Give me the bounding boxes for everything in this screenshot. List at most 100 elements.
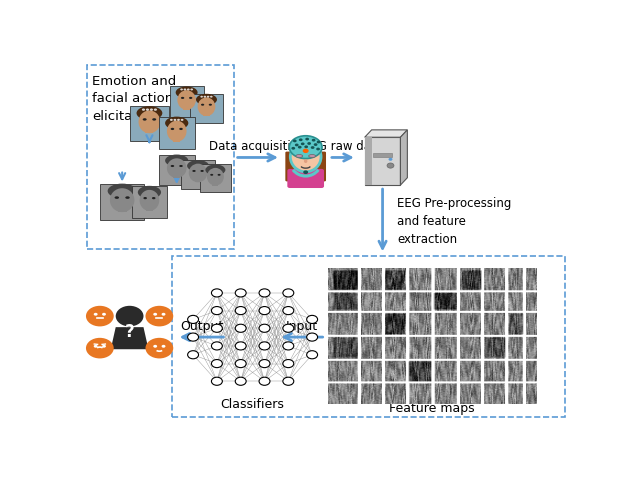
Circle shape (303, 149, 308, 153)
Circle shape (236, 324, 246, 332)
Ellipse shape (125, 196, 130, 199)
Circle shape (259, 324, 270, 332)
Ellipse shape (175, 87, 198, 98)
Ellipse shape (218, 174, 221, 176)
Bar (173, 173, 180, 178)
Ellipse shape (205, 164, 225, 175)
Circle shape (293, 140, 297, 142)
Ellipse shape (296, 154, 303, 157)
Circle shape (211, 289, 222, 297)
Circle shape (207, 96, 209, 98)
Circle shape (236, 359, 246, 368)
Circle shape (259, 342, 270, 350)
Bar (365, 137, 401, 185)
Ellipse shape (189, 97, 193, 99)
Bar (365, 137, 372, 185)
Circle shape (200, 96, 203, 98)
Bar (159, 117, 195, 149)
Ellipse shape (304, 159, 307, 163)
Circle shape (86, 306, 114, 326)
Text: Feature maps: Feature maps (389, 402, 475, 415)
Circle shape (307, 333, 317, 341)
Circle shape (153, 313, 157, 315)
Circle shape (295, 143, 299, 146)
Ellipse shape (171, 128, 174, 130)
Ellipse shape (179, 165, 183, 167)
Circle shape (387, 163, 394, 168)
Ellipse shape (167, 120, 186, 141)
Circle shape (259, 306, 270, 315)
Circle shape (210, 96, 212, 98)
Ellipse shape (189, 163, 207, 182)
Circle shape (236, 306, 246, 315)
Circle shape (307, 315, 317, 324)
Ellipse shape (171, 165, 174, 167)
Circle shape (317, 141, 321, 143)
Text: EEG Pre-processing
and feature
extraction: EEG Pre-processing and feature extractio… (397, 196, 512, 246)
Polygon shape (111, 327, 148, 349)
Circle shape (388, 158, 392, 161)
Circle shape (180, 88, 183, 90)
Circle shape (316, 148, 320, 151)
Circle shape (211, 324, 222, 332)
Bar (173, 136, 180, 142)
Ellipse shape (192, 170, 196, 172)
Bar (183, 105, 190, 110)
Circle shape (259, 377, 270, 385)
Circle shape (291, 147, 295, 150)
Circle shape (211, 342, 222, 350)
Circle shape (173, 119, 177, 121)
Circle shape (283, 342, 294, 350)
Ellipse shape (291, 141, 321, 172)
Circle shape (283, 324, 294, 332)
Bar (170, 87, 204, 117)
Circle shape (184, 88, 186, 90)
Ellipse shape (115, 196, 119, 199)
Ellipse shape (108, 184, 137, 198)
FancyBboxPatch shape (285, 152, 295, 181)
Circle shape (154, 109, 157, 111)
Circle shape (102, 313, 106, 315)
Circle shape (259, 289, 270, 297)
Bar (300, 161, 312, 172)
Ellipse shape (289, 136, 322, 159)
Ellipse shape (207, 168, 224, 185)
Circle shape (145, 306, 173, 326)
Circle shape (93, 345, 98, 348)
Bar (212, 181, 218, 186)
Bar (195, 177, 202, 183)
Circle shape (93, 313, 98, 315)
Circle shape (188, 315, 198, 324)
Circle shape (305, 138, 309, 141)
Ellipse shape (200, 170, 204, 172)
Text: Output: Output (180, 320, 223, 333)
Text: Data acquisition: Data acquisition (209, 140, 306, 152)
Circle shape (116, 306, 143, 326)
Text: EEG raw data: EEG raw data (303, 140, 383, 152)
Circle shape (236, 377, 246, 385)
Circle shape (153, 345, 157, 348)
Text: ?: ? (125, 323, 134, 340)
Circle shape (211, 377, 222, 385)
Bar (146, 205, 153, 211)
Ellipse shape (165, 154, 188, 167)
FancyBboxPatch shape (287, 169, 324, 188)
Ellipse shape (143, 118, 147, 120)
Bar (100, 184, 145, 220)
Text: Emotion and
facial action
elicitation: Emotion and facial action elicitation (92, 75, 177, 123)
Bar (200, 164, 231, 192)
Text: Input: Input (285, 320, 318, 333)
Ellipse shape (140, 190, 159, 211)
Ellipse shape (187, 160, 209, 172)
Circle shape (150, 109, 153, 111)
Circle shape (283, 306, 294, 315)
Ellipse shape (167, 158, 186, 178)
Circle shape (177, 119, 180, 121)
Ellipse shape (198, 98, 215, 116)
Bar (172, 256, 565, 417)
Polygon shape (401, 130, 408, 185)
Ellipse shape (210, 174, 213, 176)
Circle shape (311, 146, 314, 149)
Circle shape (102, 345, 106, 348)
Ellipse shape (179, 128, 183, 130)
